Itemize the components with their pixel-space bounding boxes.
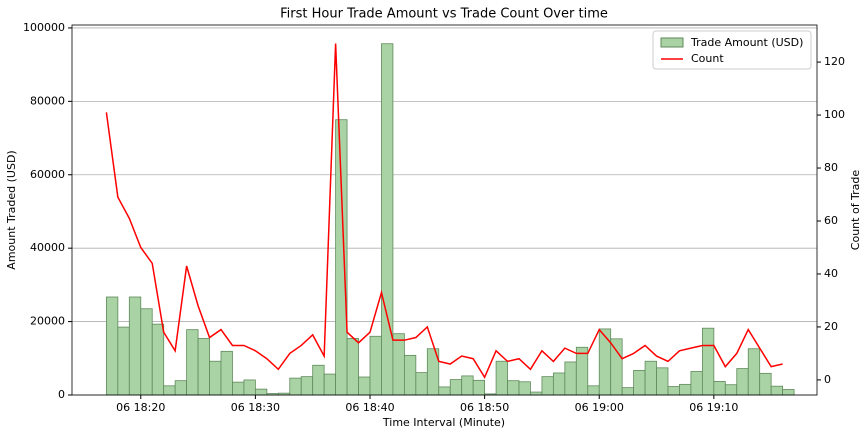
bar: [335, 119, 348, 396]
y2-tick-label: 40: [824, 267, 838, 280]
bar: [713, 381, 726, 396]
bar: [117, 326, 130, 396]
x-tick-label: 06 19:00: [575, 401, 624, 414]
y-tick-label: 0: [58, 388, 65, 401]
y-tick-label: 100000: [23, 21, 65, 34]
chart-title: First Hour Trade Amount vs Trade Count O…: [280, 7, 608, 22]
bar: [701, 327, 715, 396]
bar: [151, 323, 165, 396]
y-tick-label: 80000: [30, 94, 65, 107]
bar: [575, 346, 589, 396]
bar: [782, 389, 795, 396]
bar: [507, 380, 520, 396]
bar: [174, 380, 188, 396]
bar: [105, 296, 119, 396]
legend-label: Count: [691, 52, 724, 65]
bar: [300, 376, 314, 396]
legend-label: Trade Amount (USD): [690, 36, 803, 49]
bar: [163, 385, 176, 396]
bar: [392, 333, 405, 396]
y2-tick-label: 60: [824, 214, 838, 227]
bar: [736, 368, 749, 396]
bar: [209, 360, 222, 396]
x-tick-label: 06 18:50: [460, 401, 509, 414]
bar: [633, 370, 646, 396]
y2-tick-label: 80: [824, 161, 838, 174]
bar: [564, 361, 577, 396]
y2-tick-label: 20: [824, 320, 838, 333]
y2-tick-label: 100: [824, 108, 845, 121]
bar: [186, 329, 199, 396]
bar: [587, 385, 600, 396]
legend-box: [652, 30, 812, 70]
x-tick-label: 06 18:20: [116, 401, 165, 414]
bar: [243, 379, 256, 396]
bar: [128, 296, 142, 396]
bar: [656, 367, 669, 396]
bar: [724, 384, 738, 396]
bar: [289, 377, 302, 396]
y2-axis-label: Count of Trade: [849, 170, 862, 251]
bar: [598, 328, 612, 396]
plot-frame: [71, 24, 818, 396]
x-axis-label: Time Interval (Minute): [382, 416, 505, 429]
bar: [472, 379, 486, 396]
bar: [312, 364, 325, 396]
y-axis-label: Amount Traded (USD): [5, 150, 18, 269]
bar: [759, 372, 772, 396]
bar: [403, 354, 417, 396]
bar: [140, 308, 153, 396]
y-tick-label: 60000: [30, 168, 65, 181]
bar: [644, 360, 657, 396]
bar: [381, 43, 394, 396]
bar: [232, 381, 245, 396]
bar: [667, 386, 680, 396]
bar: [690, 371, 703, 396]
bar: [461, 375, 474, 396]
bar: [197, 338, 210, 396]
x-tick-label: 06 19:10: [689, 401, 738, 414]
legend-swatch: [660, 37, 684, 48]
bar: [679, 383, 692, 396]
bar: [254, 388, 268, 396]
bar: [541, 376, 554, 396]
x-tick-label: 06 18:30: [231, 401, 280, 414]
y-tick-label: 20000: [30, 315, 65, 328]
bar: [610, 338, 623, 396]
x-tick-label: 06 18:40: [345, 401, 394, 414]
bar: [369, 335, 382, 396]
bar: [415, 372, 428, 396]
y2-tick-label: 0: [824, 373, 831, 386]
bar: [621, 387, 635, 396]
bar: [518, 381, 531, 396]
bar: [449, 379, 463, 396]
count-line: [105, 43, 783, 379]
bar: [552, 372, 566, 396]
bar: [770, 385, 784, 396]
bar: [323, 373, 337, 396]
bar: [220, 350, 233, 396]
bar: [358, 376, 371, 396]
bar: [495, 360, 508, 396]
y2-tick-label: 120: [824, 55, 845, 68]
bar: [438, 386, 451, 396]
bar: [346, 338, 359, 396]
y-tick-label: 40000: [30, 241, 65, 254]
bar: [530, 391, 543, 396]
bar: [747, 348, 761, 396]
